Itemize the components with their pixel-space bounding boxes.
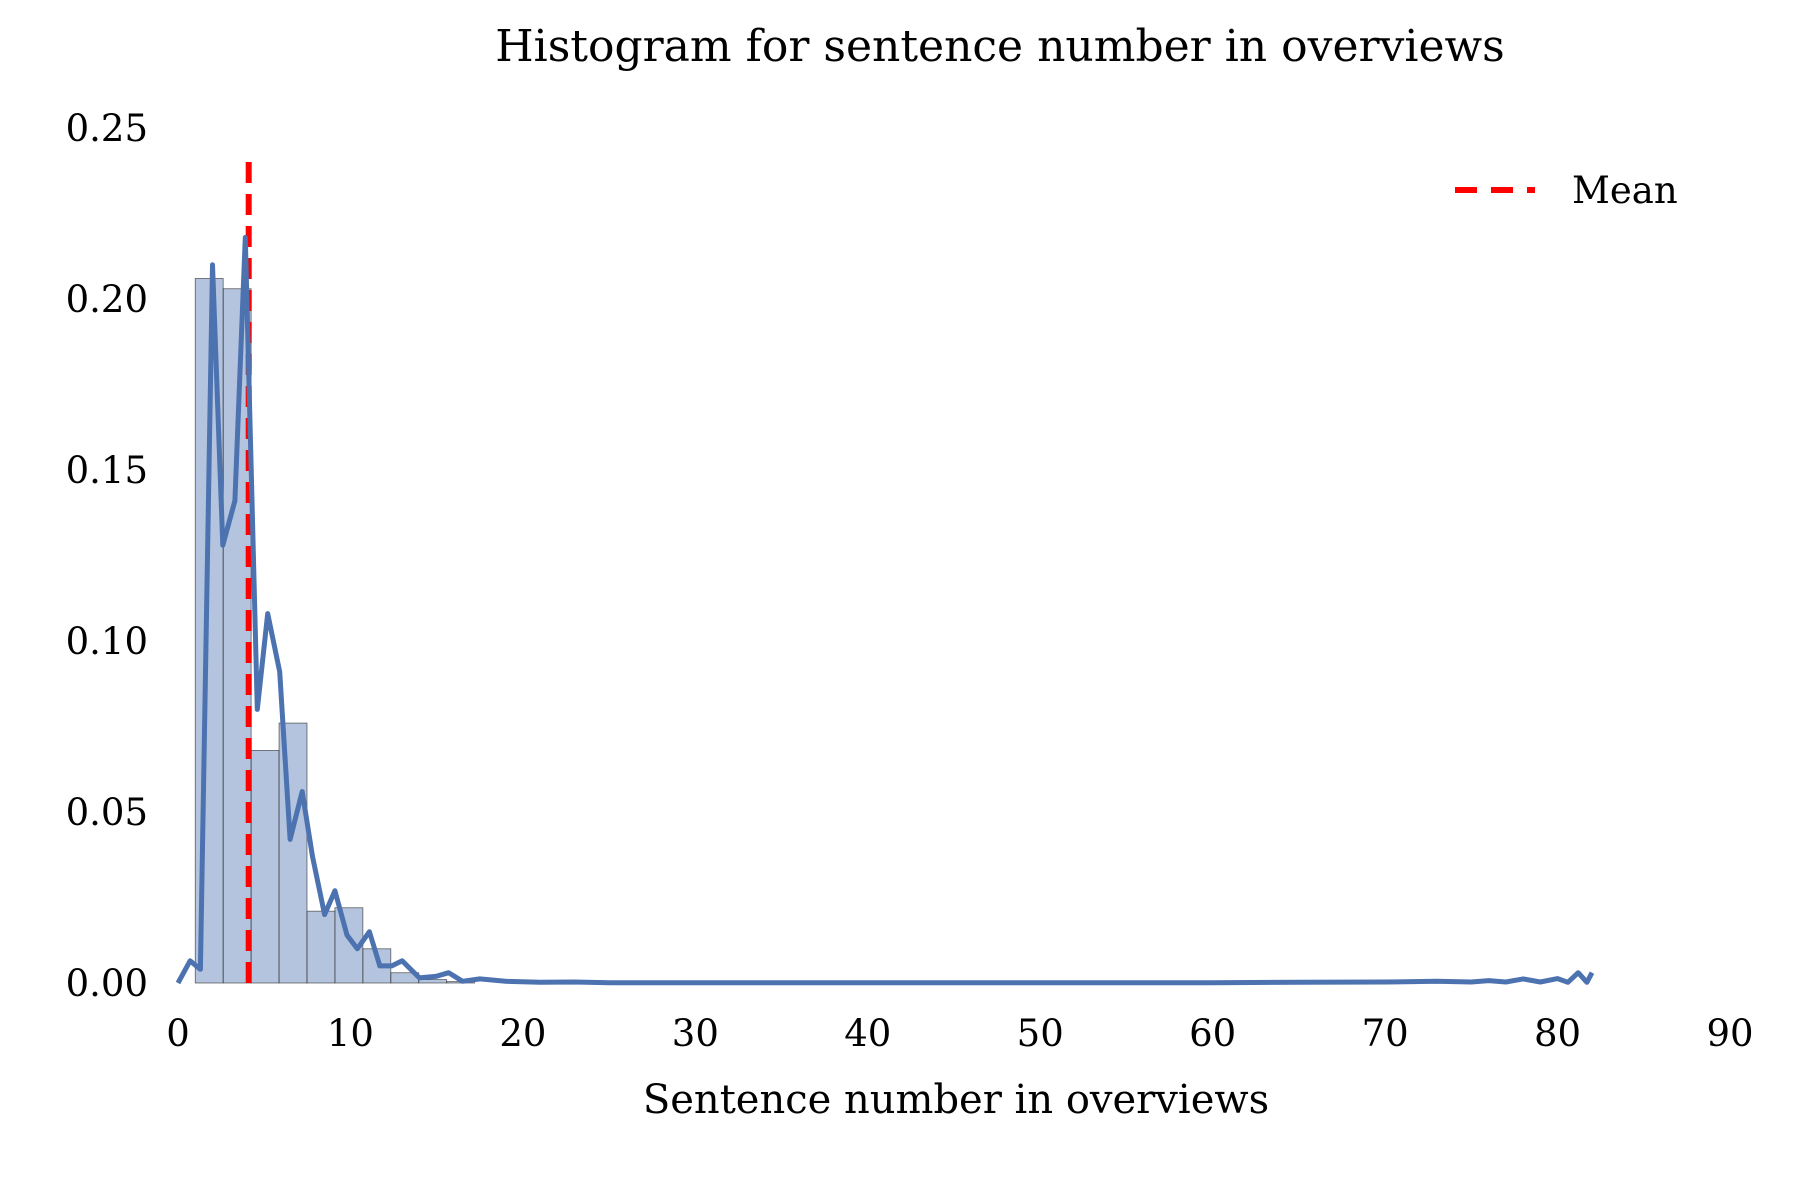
x-tick-label: 50 [1017, 1012, 1064, 1055]
y-tick-label: 0.15 [66, 449, 148, 492]
histogram-bar [418, 979, 448, 984]
y-tick-label: 0.05 [66, 791, 148, 834]
x-tick-label: 70 [1362, 1012, 1409, 1055]
y-tick-label: 0.25 [66, 107, 148, 150]
y-axis-ticks: 0.00 0.05 0.10 0.15 0.20 0.25 [66, 107, 148, 1005]
x-tick-label: 30 [672, 1012, 719, 1055]
legend-label: Mean [1572, 169, 1678, 212]
y-tick-label: 0.10 [66, 620, 148, 663]
x-tick-label: 20 [499, 1012, 546, 1055]
x-tick-label: 0 [166, 1012, 190, 1055]
chart-title: Histogram for sentence number in overvie… [495, 21, 1504, 72]
x-tick-label: 40 [844, 1012, 891, 1055]
density-curve [175, 234, 1595, 986]
x-axis-label: Sentence number in overviews [643, 1077, 1269, 1123]
x-tick-label: 60 [1189, 1012, 1236, 1055]
histogram-bar [306, 910, 336, 984]
x-tick-label: 90 [1706, 1012, 1753, 1055]
x-axis-ticks: 0 10 20 30 40 50 60 70 80 90 [166, 1012, 1753, 1055]
x-tick-label: 10 [327, 1012, 374, 1055]
y-tick-label: 0.20 [66, 278, 148, 321]
density-curve-layer [175, 234, 1595, 986]
histogram-bar [250, 750, 280, 984]
x-tick-label: 80 [1534, 1012, 1581, 1055]
y-tick-label: 0.00 [66, 962, 148, 1005]
legend: Mean [1455, 169, 1678, 212]
